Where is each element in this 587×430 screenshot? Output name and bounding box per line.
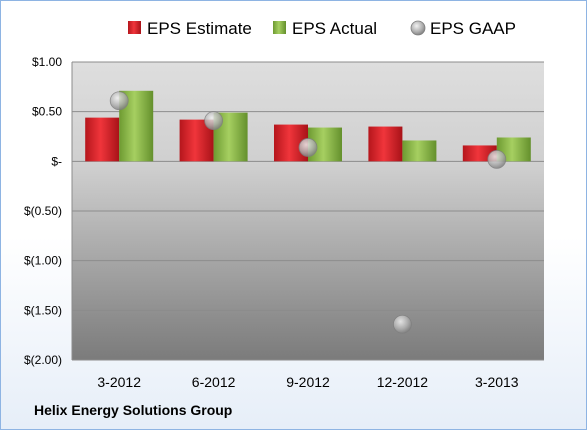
- estimate-bar: [368, 126, 403, 162]
- legend: EPS Estimate EPS Actual EPS GAAP: [128, 19, 516, 38]
- y-tick-label: $0.50: [32, 105, 62, 119]
- gaap-marker: [392, 314, 412, 334]
- estimate-legend-swatch: [128, 21, 141, 34]
- x-tick-label: 3-2012: [97, 374, 141, 390]
- legend-label: EPS GAAP: [430, 19, 516, 38]
- gaap-marker: [487, 149, 507, 169]
- company-name: Helix Energy Solutions Group: [34, 402, 233, 418]
- gaap-markers: [109, 91, 507, 334]
- legend-label: EPS Actual: [292, 19, 377, 38]
- y-axis-ticks: $1.00 $0.50 $- $(0.50) $(1.00) $(1.50) $(2.00): [24, 55, 62, 367]
- actual-bar: [402, 140, 437, 162]
- y-tick-label: $(1.50): [24, 303, 62, 317]
- estimate-bar: [85, 117, 120, 162]
- y-tick-label: $(2.00): [24, 353, 62, 367]
- x-tick-label: 9-2012: [286, 374, 330, 390]
- legend-label: EPS Estimate: [147, 19, 252, 38]
- gaap-legend-swatch: [410, 20, 426, 36]
- y-tick-label: $1.00: [32, 55, 62, 69]
- gaap-marker: [109, 91, 129, 111]
- gaap-marker: [298, 138, 318, 157]
- x-tick-label: 3-2013: [475, 374, 519, 390]
- gaap-marker: [204, 111, 224, 131]
- y-tick-label: $(1.00): [24, 254, 62, 268]
- x-tick-label: 6-2012: [192, 374, 236, 390]
- y-tick-label: $(0.50): [24, 204, 62, 218]
- y-tick-label: $-: [51, 154, 62, 168]
- x-axis-labels: 3-2012 6-2012 9-2012 12-2012 3-2013: [97, 374, 518, 390]
- actual-legend-swatch: [273, 21, 286, 34]
- x-tick-label: 12-2012: [377, 374, 429, 390]
